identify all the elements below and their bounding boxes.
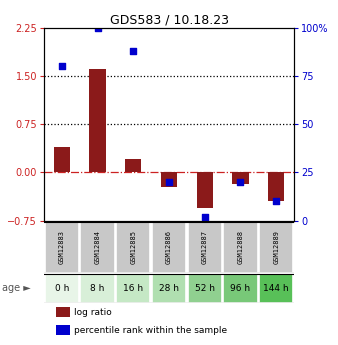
Text: GSM12883: GSM12883 bbox=[59, 230, 65, 264]
Text: 28 h: 28 h bbox=[159, 284, 179, 293]
Point bbox=[130, 48, 136, 53]
Text: log ratio: log ratio bbox=[74, 308, 112, 317]
Point bbox=[273, 198, 279, 204]
Bar bbox=[188, 274, 222, 303]
Bar bbox=[223, 274, 258, 303]
Text: GSM12887: GSM12887 bbox=[202, 230, 208, 264]
Bar bbox=[233, 172, 248, 184]
Text: GSM12886: GSM12886 bbox=[166, 230, 172, 264]
Text: percentile rank within the sample: percentile rank within the sample bbox=[74, 326, 227, 335]
Text: 144 h: 144 h bbox=[263, 284, 289, 293]
Bar bbox=[259, 221, 293, 273]
Text: 8 h: 8 h bbox=[90, 284, 105, 293]
Text: 0 h: 0 h bbox=[55, 284, 69, 293]
Point bbox=[238, 179, 243, 185]
Bar bbox=[116, 221, 150, 273]
Bar bbox=[161, 172, 177, 187]
Bar bbox=[90, 69, 105, 172]
Text: 52 h: 52 h bbox=[195, 284, 215, 293]
Bar bbox=[45, 274, 79, 303]
Bar bbox=[125, 159, 141, 172]
Bar bbox=[56, 325, 70, 335]
Bar bbox=[188, 221, 222, 273]
Point bbox=[202, 214, 208, 219]
Bar bbox=[45, 221, 79, 273]
Bar bbox=[223, 221, 258, 273]
Bar bbox=[152, 274, 186, 303]
Bar bbox=[80, 221, 115, 273]
Point bbox=[166, 179, 172, 185]
Title: GDS583 / 10.18.23: GDS583 / 10.18.23 bbox=[110, 13, 228, 27]
Text: age ►: age ► bbox=[2, 283, 30, 293]
Text: GSM12889: GSM12889 bbox=[273, 230, 279, 264]
Point bbox=[59, 63, 65, 69]
Bar bbox=[197, 172, 213, 208]
Text: 16 h: 16 h bbox=[123, 284, 143, 293]
Bar bbox=[268, 172, 284, 201]
Bar bbox=[152, 221, 186, 273]
Text: GSM12885: GSM12885 bbox=[130, 230, 136, 264]
Bar bbox=[116, 274, 150, 303]
Text: 96 h: 96 h bbox=[231, 284, 250, 293]
Bar bbox=[259, 274, 293, 303]
Point bbox=[95, 25, 100, 30]
Text: GSM12888: GSM12888 bbox=[238, 230, 243, 264]
Bar bbox=[80, 274, 115, 303]
Bar bbox=[56, 307, 70, 317]
Text: GSM12884: GSM12884 bbox=[95, 230, 100, 264]
Bar bbox=[54, 147, 70, 172]
